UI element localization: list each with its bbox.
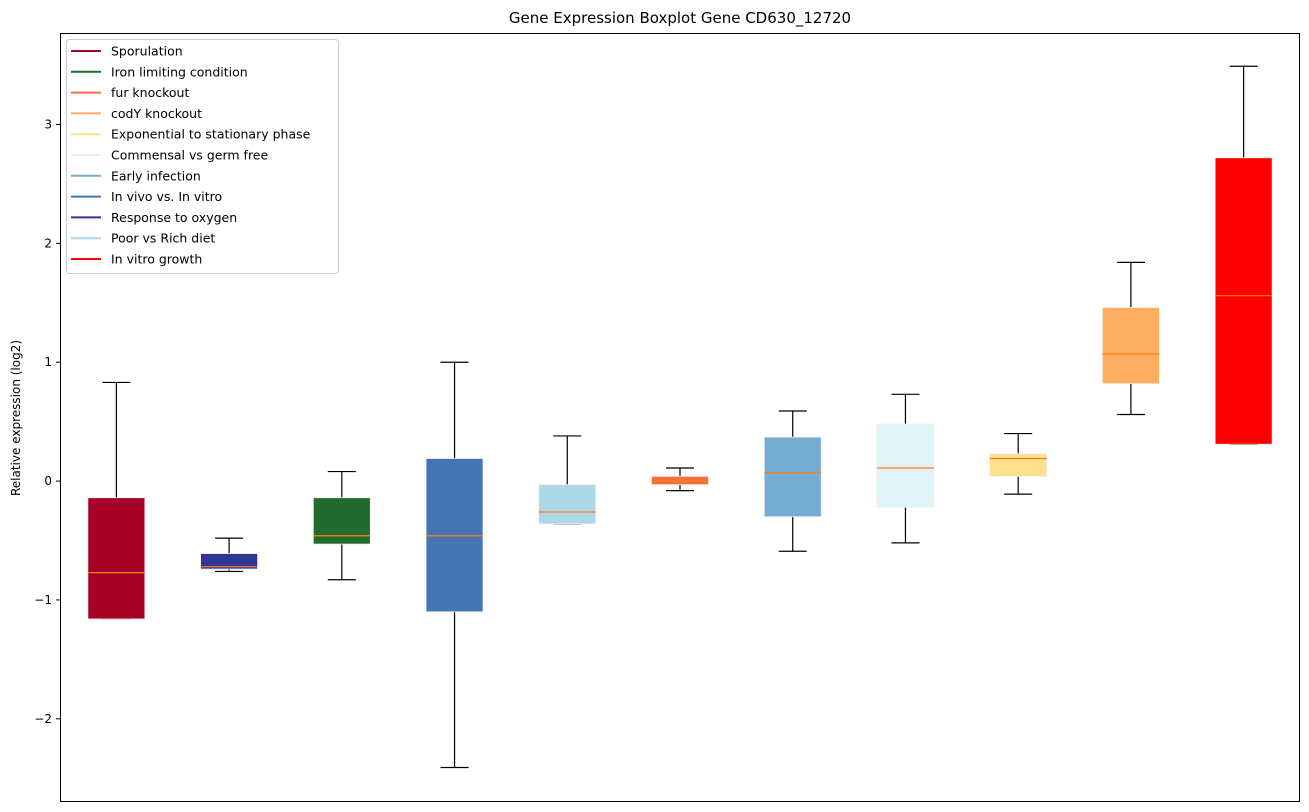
legend-label: codY knockout bbox=[111, 106, 202, 121]
box-iqr bbox=[763, 436, 822, 518]
box-iqr bbox=[1102, 307, 1160, 385]
box-sporulation bbox=[87, 381, 146, 620]
box-iqr bbox=[87, 497, 146, 620]
legend-label: In vivo vs. In vitro bbox=[111, 189, 222, 204]
boxes bbox=[87, 65, 1273, 769]
y-axis: −2 −1 0 1 2 3 bbox=[34, 118, 60, 726]
chart-title: Gene Expression Boxplot Gene CD630_12720 bbox=[509, 9, 851, 28]
legend-label: Commensal vs germ free bbox=[111, 148, 268, 163]
box-iqr bbox=[200, 553, 258, 570]
box-iron-limiting-condition bbox=[312, 470, 371, 581]
legend-label: Exponential to stationary phase bbox=[111, 127, 311, 142]
plot-frame bbox=[60, 33, 1300, 802]
y-tick-label: 2 bbox=[44, 236, 52, 250]
legend: Sporulation Iron limiting condition fur kn… bbox=[66, 39, 339, 274]
box-iqr bbox=[538, 484, 597, 525]
box-fur-knockout bbox=[651, 467, 709, 492]
box-response-to-oxygen bbox=[200, 537, 258, 573]
box-iqr bbox=[1214, 157, 1273, 445]
legend-label: Iron limiting condition bbox=[111, 64, 248, 79]
legend-label: Early infection bbox=[111, 168, 201, 183]
box-early-infection bbox=[763, 410, 822, 552]
box-exponential-to-stationary-phase bbox=[989, 432, 1048, 495]
box-in-vivo-vs-in-vitro bbox=[425, 361, 484, 769]
y-tick-label: 3 bbox=[44, 118, 52, 132]
box-iqr bbox=[876, 423, 935, 508]
legend-label: Poor vs Rich diet bbox=[111, 231, 215, 246]
y-tick-label: −2 bbox=[34, 712, 52, 726]
y-tick-label: 1 bbox=[44, 355, 52, 369]
box-iqr bbox=[989, 453, 1048, 477]
y-tick-label: −1 bbox=[34, 593, 52, 607]
legend-frame bbox=[66, 39, 339, 274]
legend-label: In vitro growth bbox=[111, 252, 202, 267]
box-iqr bbox=[312, 497, 371, 545]
legend-label: Response to oxygen bbox=[111, 210, 237, 225]
box-commensal-vs-germ-free bbox=[876, 393, 935, 544]
y-axis-label: Relative expression (log2) bbox=[9, 340, 23, 496]
legend-label: Sporulation bbox=[111, 44, 183, 59]
box-cody-knockout bbox=[1102, 261, 1160, 416]
y-tick-label: 0 bbox=[44, 474, 52, 488]
legend-label: fur knockout bbox=[111, 85, 189, 100]
box-poor-vs-rich-diet bbox=[538, 435, 597, 525]
box-in-vitro-growth bbox=[1214, 65, 1273, 445]
